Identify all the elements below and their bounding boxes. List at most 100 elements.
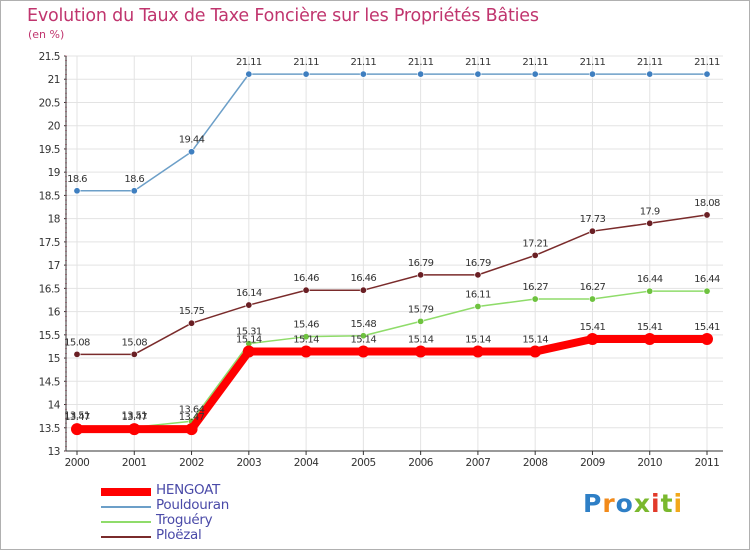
data-point-pouldouran (130, 187, 138, 195)
y-tick-label: 20 (48, 121, 60, 133)
data-label-hengoat: 15.14 (293, 335, 319, 346)
data-point-ploezal (531, 251, 539, 259)
legend-swatch (101, 506, 151, 508)
data-label-ploezal: 17.21 (522, 238, 548, 249)
data-point-ploezal (130, 350, 138, 358)
data-label-troguery: 16.11 (465, 289, 491, 300)
data-point-ploezal (588, 227, 596, 235)
data-label-pouldouran: 21.11 (408, 57, 434, 68)
data-point-ploezal (245, 301, 253, 309)
y-tick-label: 13.5 (39, 423, 60, 435)
x-tick-label: 2010 (637, 457, 662, 469)
data-point-ploezal (302, 286, 310, 294)
data-point-pouldouran (474, 70, 482, 78)
y-tick-label: 17 (48, 260, 60, 272)
logo-letter: r (602, 489, 616, 518)
data-point-pouldouran (417, 70, 425, 78)
data-label-pouldouran: 21.11 (351, 57, 377, 68)
data-label-ploezal: 15.08 (121, 337, 147, 348)
data-point-hengoat (643, 333, 656, 346)
data-label-hengoat: 15.14 (351, 335, 377, 346)
data-label-troguery: 16.44 (694, 274, 720, 285)
y-tick-label: 21 (48, 74, 60, 86)
data-point-hengoat (529, 345, 542, 358)
data-point-pouldouran (703, 70, 711, 78)
data-label-pouldouran: 21.11 (293, 57, 319, 68)
data-point-ploezal (417, 271, 425, 279)
logo-letter: P (583, 489, 603, 518)
legend-label: Pouldouran (156, 497, 229, 513)
data-label-ploezal: 16.14 (236, 288, 262, 299)
data-point-pouldouran (531, 70, 539, 78)
data-point-ploezal (474, 271, 482, 279)
data-label-troguery: 16.27 (580, 282, 606, 293)
y-tick-label: 16 (48, 307, 61, 319)
legend-item-hengoat: HENGOAT (101, 482, 301, 500)
data-point-ploezal (703, 211, 711, 219)
legend-item-troguery: Troguéry (101, 512, 301, 530)
y-tick-label: 19.5 (39, 144, 60, 156)
series-line-ploezal (77, 214, 708, 356)
x-tick-label: 2002 (179, 457, 204, 469)
x-tick-label: 2008 (523, 457, 548, 469)
y-tick-label: 14 (48, 400, 61, 412)
x-tick-label: 2001 (122, 457, 147, 469)
y-tick-label: 15 (48, 353, 60, 365)
data-point-hengoat (242, 345, 255, 358)
data-label-troguery: 16.27 (522, 282, 548, 293)
data-label-troguery: 13.51 (121, 410, 147, 421)
data-point-pouldouran (188, 148, 196, 156)
data-point-hengoat (586, 333, 599, 346)
data-label-troguery: 13.51 (64, 410, 90, 421)
data-label-hengoat: 15.41 (580, 322, 606, 333)
logo-letter: i (651, 489, 661, 518)
y-tick-label: 19 (48, 167, 60, 179)
data-label-troguery: 15.79 (408, 304, 434, 315)
data-label-hengoat: 13.47 (64, 412, 90, 423)
y-tick-label: 17.5 (39, 237, 60, 249)
logo-letter: x (633, 489, 651, 518)
data-label-pouldouran: 21.11 (580, 57, 606, 68)
data-point-hengoat (185, 423, 198, 436)
data-label-hengoat: 15.14 (465, 335, 491, 346)
data-label-troguery: 15.31 (236, 327, 262, 338)
data-label-hengoat: 15.14 (236, 335, 262, 346)
data-point-troguery (359, 332, 367, 340)
y-tick-label: 18.5 (39, 190, 60, 202)
data-point-troguery (531, 295, 539, 303)
series-line-pouldouran (77, 73, 707, 192)
data-point-ploezal (359, 286, 367, 294)
y-axis-unit-label: (en %) (28, 28, 65, 41)
data-point-hengoat (300, 345, 313, 358)
data-label-ploezal: 16.79 (465, 258, 491, 269)
data-label-troguery: 16.44 (637, 274, 663, 285)
data-point-pouldouran (73, 187, 81, 195)
data-point-hengoat (71, 423, 83, 436)
data-label-hengoat: 15.14 (408, 335, 434, 346)
data-label-troguery: 15.46 (293, 320, 319, 331)
legend-item-pouldouran: Pouldouran (101, 497, 301, 515)
y-tick-label: 14.5 (39, 376, 60, 388)
data-point-troguery (646, 287, 654, 295)
series-ploezal (73, 211, 711, 358)
plot-grid (66, 55, 723, 452)
data-point-pouldouran (588, 70, 596, 78)
data-label-hengoat: 13.47 (179, 412, 205, 423)
series-hengoat (71, 333, 713, 436)
series-line-troguery (77, 290, 707, 429)
y-tick-label: 13 (48, 446, 60, 458)
series-pouldouran (73, 70, 711, 195)
data-label-ploezal: 17.9 (640, 206, 660, 217)
axes: 13 13.5 14 14.5 15 15.5 16 16.5 17 17.5 18 18.5 19 19… (39, 51, 723, 469)
legend-swatch (101, 521, 151, 523)
x-tick-label: 2009 (580, 457, 605, 469)
data-point-pouldouran (646, 70, 654, 78)
legend-item-ploezal: Ploëzal (101, 527, 301, 545)
data-label-hengoat: 13.47 (121, 412, 147, 423)
series-layer (71, 70, 713, 436)
y-tick-label: 20.5 (39, 97, 60, 109)
data-point-hengoat (471, 345, 484, 358)
data-point-ploezal (73, 350, 81, 358)
logo-letter: o (615, 489, 634, 518)
x-tick-label: 2006 (408, 457, 434, 469)
